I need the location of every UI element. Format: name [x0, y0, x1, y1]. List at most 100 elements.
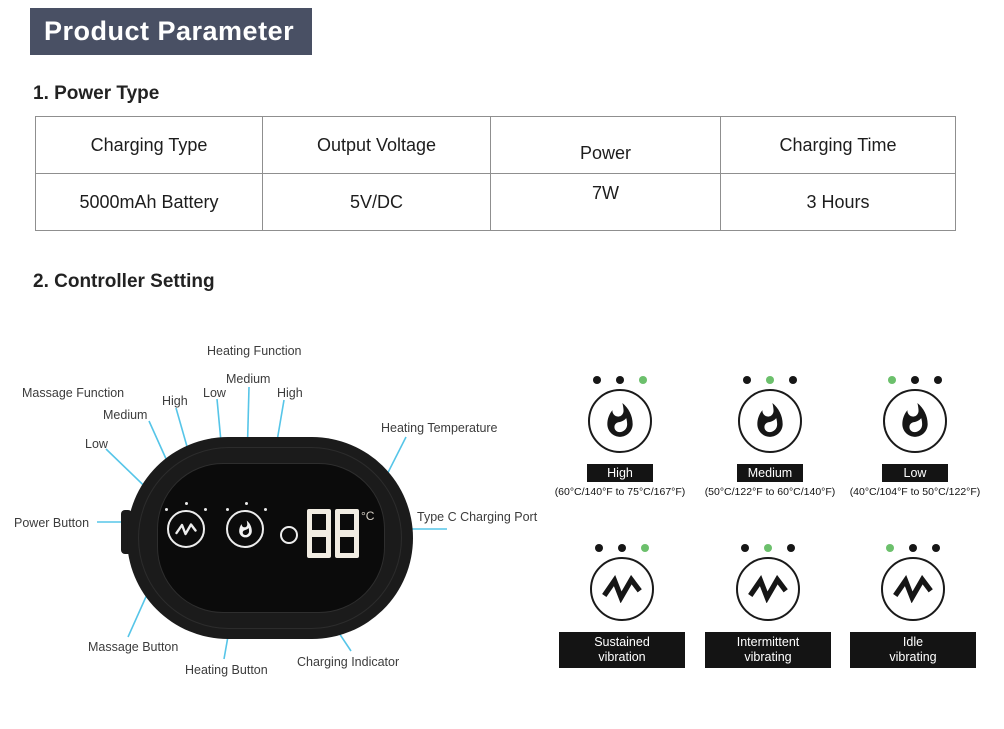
- table-header-charging-time: Charging Time: [720, 116, 956, 174]
- table-cell-time: 3 Hours: [720, 173, 956, 231]
- mode-circle: [881, 557, 945, 621]
- table-cell-voltage: 5V/DC: [262, 173, 491, 231]
- massage-led-high: [204, 508, 207, 511]
- led-dot: [639, 376, 647, 384]
- seven-segment-digit: [335, 509, 359, 558]
- led-dot: [934, 376, 942, 384]
- vibration-mode-card-idle: Idle vibrating: [833, 544, 993, 668]
- led-indicator-row: [542, 544, 702, 552]
- mode-label-intermittent-vibrating: Intermittent vibrating: [705, 632, 831, 668]
- mode-label-low: Low: [882, 464, 948, 482]
- table-header-row: Charging Type Output Voltage Power Charg…: [35, 116, 956, 174]
- vibration-mode-card-intermittent: Intermittent vibrating: [688, 544, 848, 668]
- led-dot: [888, 376, 896, 384]
- flame-icon: [238, 520, 252, 537]
- vibration-zigzag-icon: [748, 575, 788, 603]
- table-header-output-voltage: Output Voltage: [262, 116, 491, 174]
- vibration-zigzag-icon: [602, 575, 642, 603]
- title-banner: Product Parameter: [30, 8, 312, 55]
- mode-temperature-range: (60°C/140°F to 75°C/167°F): [554, 486, 686, 498]
- mode-circle: [590, 557, 654, 621]
- massage-led-medium: [185, 502, 188, 505]
- table-header-power: Power: [490, 116, 721, 174]
- led-dot: [789, 376, 797, 384]
- table-header-charging-type: Charging Type: [35, 116, 263, 174]
- heating-led-low: [226, 508, 229, 511]
- mode-label-sustained-vibration: Sustained vibration: [559, 632, 685, 668]
- power-button-side[interactable]: [121, 510, 132, 554]
- led-indicator-row: [833, 544, 993, 552]
- power-type-table: Charging Type Output Voltage Power Charg…: [35, 116, 956, 231]
- mode-label-line2: vibrating: [889, 650, 937, 664]
- mode-temperature-range: (50°C/122°F to 60°C/140°F): [704, 486, 836, 498]
- led-dot: [764, 544, 772, 552]
- led-indicator-row: [690, 376, 850, 384]
- heating-led-high: [264, 508, 267, 511]
- led-dot: [595, 544, 603, 552]
- display-unit-label: °C: [361, 509, 375, 523]
- led-dot: [886, 544, 894, 552]
- flame-icon: [902, 403, 928, 437]
- massage-led-low: [165, 508, 168, 511]
- page-title: Product Parameter: [44, 16, 295, 46]
- mode-circle: [738, 389, 802, 453]
- heat-mode-card-medium: Medium (50°C/122°F to 60°C/140°F): [690, 376, 850, 498]
- label-massage-button: Massage Button: [88, 640, 179, 654]
- section-heading-controller-setting: 2. Controller Setting: [33, 271, 215, 292]
- heating-led-medium: [245, 502, 248, 505]
- led-dot: [641, 544, 649, 552]
- mode-temperature-range: (40°C/104°F to 50°C/122°F): [849, 486, 981, 498]
- led-dot: [616, 376, 624, 384]
- mode-circle: [883, 389, 947, 453]
- vibration-mode-card-sustained: Sustained vibration: [542, 544, 702, 668]
- mode-label-line2: vibration: [598, 650, 646, 664]
- label-heating-medium: Medium: [226, 372, 271, 386]
- vibration-zigzag-icon: [175, 522, 197, 535]
- label-heating-button: Heating Button: [185, 663, 268, 677]
- label-massage-function: Massage Function: [22, 386, 125, 400]
- mode-label-line1: Idle: [902, 635, 924, 649]
- heating-button[interactable]: [226, 510, 264, 548]
- label-massage-high: High: [162, 394, 188, 408]
- label-massage-low: Low: [85, 437, 108, 451]
- temperature-display: 88: [307, 509, 359, 558]
- led-dot: [932, 544, 940, 552]
- led-dot: [741, 544, 749, 552]
- label-massage-medium: Medium: [103, 408, 148, 422]
- table-cell-battery: 5000mAh Battery: [35, 173, 263, 231]
- led-dot: [787, 544, 795, 552]
- label-power-button: Power Button: [14, 516, 90, 530]
- led-dot: [766, 376, 774, 384]
- label-type-c-port: Type C Charging Port: [417, 510, 538, 524]
- massage-button[interactable]: [167, 510, 205, 548]
- mode-label-line1: Intermittent: [736, 635, 800, 649]
- flame-icon: [757, 403, 783, 437]
- label-heating-low: Low: [203, 386, 226, 400]
- label-heating-high: High: [277, 386, 303, 400]
- vibration-zigzag-icon: [893, 575, 933, 603]
- heat-mode-card-low: Low (40°C/104°F to 50°C/122°F): [835, 376, 995, 498]
- label-charging-indicator: Charging Indicator: [297, 655, 400, 669]
- led-dot: [593, 376, 601, 384]
- led-indicator-row: [835, 376, 995, 384]
- mode-label-high: High: [587, 464, 653, 482]
- mode-label-medium: Medium: [737, 464, 803, 482]
- label-heating-temperature: Heating Temperature: [381, 421, 498, 435]
- table-row: 5000mAh Battery 5V/DC 7W 3 Hours: [35, 173, 956, 231]
- mode-label-line2: vibrating: [744, 650, 792, 664]
- heat-mode-card-high: High (60°C/140°F to 75°C/167°F): [540, 376, 700, 498]
- seven-segment-digit: [307, 509, 331, 558]
- mode-label-idle-vibrating: Idle vibrating: [850, 632, 976, 668]
- mode-circle: [588, 389, 652, 453]
- flame-icon: [607, 403, 633, 437]
- led-dot: [743, 376, 751, 384]
- led-indicator-row: [688, 544, 848, 552]
- section-heading-power-type: 1. Power Type: [33, 83, 160, 104]
- led-indicator-row: [540, 376, 700, 384]
- table-cell-power: 7W: [490, 173, 721, 231]
- led-dot: [911, 376, 919, 384]
- charging-indicator: [280, 526, 298, 544]
- led-dot: [618, 544, 626, 552]
- mode-label-line1: Sustained: [594, 635, 650, 649]
